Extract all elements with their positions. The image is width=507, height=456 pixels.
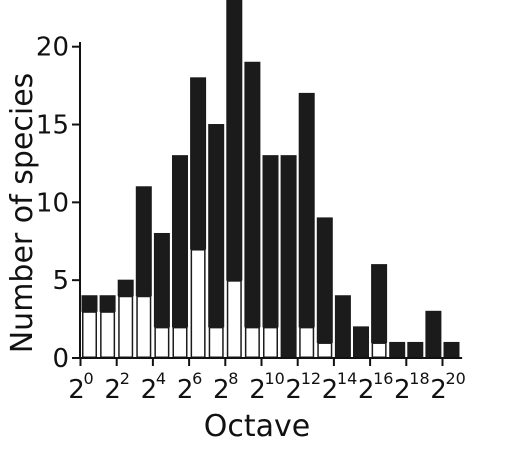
- x-tick-label-12: 2: [285, 375, 302, 405]
- y-axis-title: Number of species: [5, 73, 40, 354]
- bar-light-10: [244, 326, 260, 359]
- bars-group: [81, 0, 460, 359]
- x-tick-exponent-8: 8: [228, 369, 238, 388]
- x-tick-exponent-10: 10: [265, 369, 285, 388]
- bar-dark-3: [117, 279, 134, 297]
- bar-dark-2: [99, 295, 116, 312]
- bar-light-6: [172, 326, 188, 359]
- x-tick-label-20: 2: [430, 375, 447, 405]
- x-tick-label-2: 2: [104, 375, 121, 405]
- x-tick-exponent-4: 4: [156, 369, 166, 388]
- bar-dark-11: [262, 155, 279, 328]
- bar-dark-6: [172, 155, 188, 328]
- bar-dark-16: [353, 326, 369, 359]
- bar-dark-10: [244, 61, 261, 328]
- bar-light-2: [100, 311, 116, 359]
- bar-dark-5: [153, 232, 170, 328]
- y-tick-label-15: 15: [36, 111, 69, 141]
- x-tick-label-10: 2: [249, 375, 266, 405]
- y-tick-label-0: 0: [52, 344, 69, 374]
- x-tick-exponent-14: 14: [337, 369, 357, 388]
- bar-dark-15: [334, 295, 351, 359]
- y-tick-label-20: 20: [36, 33, 69, 63]
- bar-dark-4: [135, 186, 152, 297]
- bar-dark-18: [389, 341, 406, 359]
- x-tick-exponent-12: 12: [301, 369, 321, 388]
- y-tick-label-10: 10: [36, 188, 69, 218]
- x-tick-label-18: 2: [394, 375, 411, 405]
- x-tick-exponent-0: 0: [84, 369, 94, 388]
- bar-dark-12: [280, 155, 297, 359]
- x-axis-title: Octave: [204, 409, 310, 444]
- x-tick-label-14: 2: [322, 375, 339, 405]
- bar-light-7: [190, 249, 206, 358]
- bar-light-17: [371, 342, 387, 359]
- y-axis: 0 5 10 15 20: [36, 33, 81, 374]
- x-tick-exponent-6: 6: [192, 369, 202, 388]
- x-tick-exponent-16: 16: [373, 369, 393, 388]
- bar-dark-8: [208, 124, 225, 328]
- x-tick-label-0: 2: [68, 375, 85, 405]
- bar-dark-14: [316, 217, 333, 343]
- bar-light-1: [82, 311, 97, 359]
- bar-dark-19: [407, 341, 424, 359]
- bar-light-14: [317, 342, 333, 359]
- x-tick-label-4: 2: [141, 375, 158, 405]
- x-tick-exponent-20: 20: [446, 369, 466, 388]
- bar-dark-13: [298, 92, 315, 328]
- bar-dark-21: [443, 341, 460, 359]
- bar-dark-9: [226, 0, 243, 281]
- bar-dark-17: [371, 264, 388, 343]
- y-tick-label-5: 5: [52, 266, 69, 296]
- bar-dark-7: [190, 77, 207, 250]
- bar-dark-20: [425, 310, 442, 359]
- bar-light-13: [299, 326, 315, 359]
- x-tick-exponent-18: 18: [409, 369, 429, 388]
- bar-dark-1: [81, 295, 98, 312]
- bar-light-9: [226, 280, 242, 359]
- x-axis: 20 22 24 26 28 210 212 214 216 218 220: [68, 357, 466, 405]
- bar-light-4: [136, 295, 152, 359]
- bar-light-11: [263, 326, 278, 359]
- bar-light-3: [118, 295, 134, 359]
- x-tick-exponent-2: 2: [120, 369, 130, 388]
- x-tick-label-6: 2: [177, 375, 194, 405]
- x-tick-label-8: 2: [213, 375, 230, 405]
- bar-light-8: [208, 326, 224, 359]
- bar-light-5: [154, 326, 170, 359]
- x-tick-label-16: 2: [358, 375, 375, 405]
